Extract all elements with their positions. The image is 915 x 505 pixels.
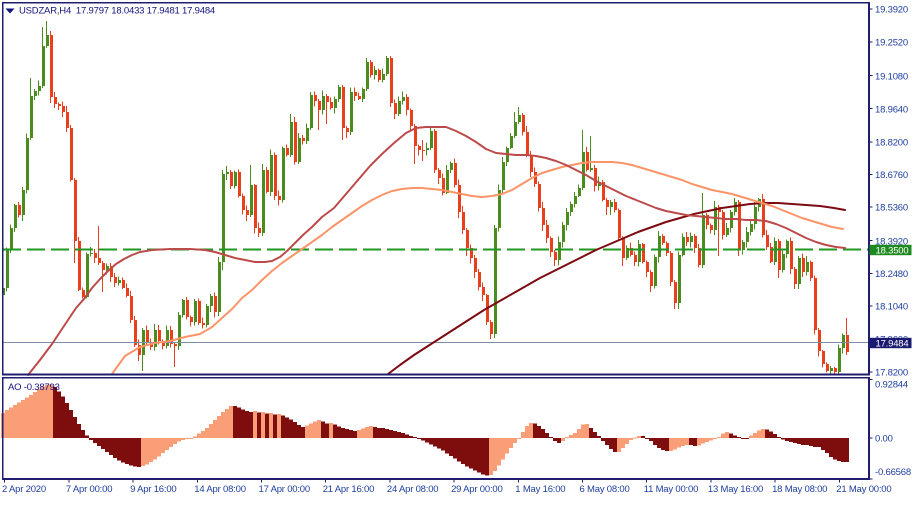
svg-text:2 Apr 2020: 2 Apr 2020 [2,484,46,495]
svg-text:1 May 16:00: 1 May 16:00 [515,484,565,495]
svg-text:21 May 00:00: 21 May 00:00 [836,484,891,495]
svg-text:17.9484: 17.9484 [876,338,909,349]
svg-text:18 May 08:00: 18 May 08:00 [772,484,827,495]
svg-text:19.1080: 19.1080 [875,71,908,82]
svg-text:19.2520: 19.2520 [875,38,908,49]
svg-text:29 Apr 00:00: 29 Apr 00:00 [451,484,502,495]
svg-text:14 Apr 08:00: 14 Apr 08:00 [194,484,245,495]
svg-text:19.3920: 19.3920 [875,5,908,16]
svg-text:9 Apr 16:00: 9 Apr 16:00 [130,484,176,495]
svg-text:17 Apr 00:00: 17 Apr 00:00 [259,484,310,495]
svg-text:7 Apr 00:00: 7 Apr 00:00 [66,484,112,495]
svg-text:6 May 08:00: 6 May 08:00 [580,484,630,495]
svg-text:18.3920: 18.3920 [875,236,908,247]
svg-text:18.3500: 18.3500 [876,245,909,256]
svg-text:13 May 16:00: 13 May 16:00 [708,484,763,495]
svg-text:18.9640: 18.9640 [875,104,908,115]
svg-text:0.92844: 0.92844 [875,380,908,391]
svg-text:18.5360: 18.5360 [875,203,908,214]
svg-text:USDZAR,H4 17.9797 18.0433 17.: USDZAR,H4 17.9797 18.0433 17.9481 17.948… [19,6,215,17]
svg-text:-0.66568: -0.66568 [875,467,911,478]
svg-text:17.8200: 17.8200 [875,368,908,379]
svg-text:11 May 00:00: 11 May 00:00 [644,484,698,495]
svg-text:18.8200: 18.8200 [875,138,908,149]
svg-text:0.00: 0.00 [875,434,893,445]
svg-text:18.6760: 18.6760 [875,170,908,181]
svg-text:AO -0.38793: AO -0.38793 [8,382,60,393]
svg-text:18.1040: 18.1040 [875,302,908,313]
svg-text:18.2480: 18.2480 [875,269,908,280]
svg-text:21 Apr 16:00: 21 Apr 16:00 [323,484,374,495]
svg-text:24 Apr 08:00: 24 Apr 08:00 [387,484,438,495]
